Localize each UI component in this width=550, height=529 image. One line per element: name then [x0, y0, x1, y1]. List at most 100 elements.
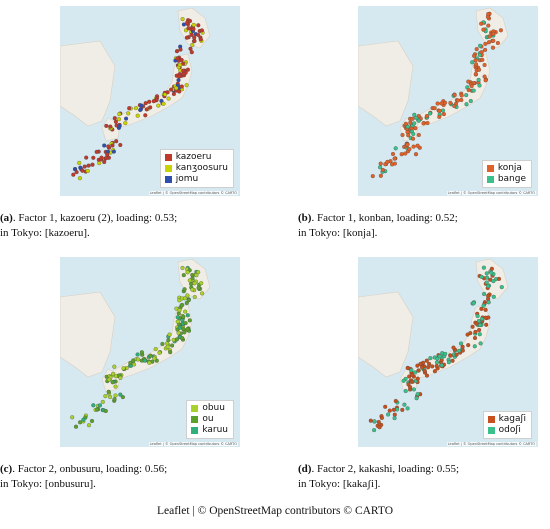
- survey-point: [187, 278, 192, 283]
- survey-point: [390, 151, 396, 157]
- survey-point: [124, 116, 129, 121]
- legend-item: obuu: [191, 403, 228, 414]
- survey-point: [86, 163, 91, 168]
- caption-line2: in Tokyo: [kazoeru].: [0, 227, 90, 239]
- map-panel-d[interactable]: kagaʃi odoʃi Leaflet | © OpenStreetMap c…: [358, 257, 538, 447]
- survey-point: [491, 279, 496, 284]
- survey-point: [176, 78, 181, 83]
- caption-line2: in Tokyo: [onbusuru].: [0, 478, 96, 490]
- korea-landmass: [60, 291, 116, 378]
- survey-point: [459, 93, 464, 98]
- survey-point: [84, 155, 89, 160]
- survey-point: [427, 361, 432, 366]
- map-attribution[interactable]: Leaflet | © OpenStreetMap contributors ©…: [148, 191, 238, 195]
- survey-point: [368, 418, 373, 423]
- survey-point: [393, 146, 398, 151]
- survey-point: [199, 28, 204, 33]
- survey-point: [474, 321, 479, 326]
- survey-point: [139, 350, 144, 355]
- survey-point: [179, 84, 184, 89]
- legend-label: kazoeru: [175, 152, 212, 162]
- survey-point: [108, 124, 113, 129]
- survey-point: [442, 100, 448, 105]
- survey-point: [473, 71, 478, 77]
- survey-point: [181, 314, 186, 319]
- survey-point: [484, 275, 490, 280]
- legend-swatch: [486, 176, 494, 183]
- survey-point: [90, 162, 95, 167]
- map-attribution[interactable]: Leaflet | © OpenStreetMap contributors ©…: [148, 442, 238, 446]
- map-attribution[interactable]: Leaflet | © OpenStreetMap contributors ©…: [446, 442, 536, 446]
- survey-point: [455, 98, 460, 103]
- survey-point: [486, 284, 491, 289]
- legend-item: bange: [486, 174, 526, 185]
- legend-label: karuu: [202, 425, 228, 435]
- map-attribution[interactable]: Leaflet | © OpenStreetMap contributors ©…: [446, 191, 536, 195]
- survey-point: [181, 273, 186, 278]
- map-panel-a[interactable]: kazoeru kanʒoosuru jomu Leaflet | © Open…: [60, 6, 240, 196]
- survey-point: [82, 164, 87, 169]
- survey-point: [147, 360, 152, 365]
- map-base-d: [358, 258, 509, 433]
- survey-point: [156, 103, 161, 108]
- survey-point: [489, 270, 494, 275]
- caption-line2: in Tokyo: [konja].: [298, 227, 378, 239]
- survey-point: [474, 47, 479, 52]
- survey-point: [133, 106, 138, 111]
- legend-item: jomu: [164, 174, 228, 185]
- survey-point: [386, 412, 391, 417]
- survey-point: [157, 350, 162, 355]
- survey-point: [85, 168, 90, 174]
- survey-point: [107, 377, 112, 382]
- survey-point: [408, 120, 413, 125]
- survey-point: [437, 354, 442, 359]
- survey-point: [188, 46, 193, 51]
- survey-point: [147, 99, 152, 104]
- survey-point: [415, 376, 420, 381]
- survey-point: [372, 419, 377, 424]
- legend-c: obuu ou karuu: [186, 400, 234, 439]
- survey-point: [71, 172, 76, 177]
- survey-point: [110, 143, 115, 148]
- survey-point: [168, 350, 173, 355]
- caption-letter: (d): [298, 463, 312, 475]
- survey-point: [434, 360, 440, 365]
- survey-point: [479, 306, 484, 311]
- survey-point: [476, 318, 481, 324]
- survey-point: [483, 315, 488, 320]
- survey-point: [103, 408, 108, 414]
- survey-point: [106, 144, 111, 149]
- survey-point: [403, 151, 408, 156]
- survey-point: [142, 358, 147, 363]
- legend-swatch: [164, 165, 172, 172]
- survey-point: [117, 112, 122, 117]
- map-panel-b[interactable]: konja bange Leaflet | © OpenStreetMap co…: [358, 6, 538, 196]
- survey-point: [399, 152, 404, 157]
- map-base-a: [60, 7, 211, 181]
- survey-point: [424, 373, 430, 378]
- legend-label: kanʒoosuru: [175, 163, 228, 173]
- map-panel-c[interactable]: obuu ou karuu Leaflet | © OpenStreetMap …: [60, 257, 240, 447]
- survey-point: [472, 53, 477, 58]
- survey-point: [187, 18, 193, 24]
- survey-point: [460, 344, 465, 349]
- hokkaido-landmass: [475, 7, 509, 49]
- survey-point: [143, 101, 148, 106]
- survey-point: [387, 408, 392, 413]
- map-base-b: [358, 7, 509, 179]
- survey-point: [472, 335, 478, 341]
- survey-point: [99, 155, 104, 160]
- legend-item: odoʃi: [487, 425, 526, 436]
- survey-point: [410, 372, 415, 377]
- survey-point: [70, 415, 75, 420]
- survey-point: [483, 47, 488, 52]
- survey-point: [474, 62, 479, 67]
- survey-point: [413, 152, 419, 157]
- legend-label: kagaʃi: [498, 414, 526, 424]
- survey-point: [175, 319, 180, 324]
- survey-point: [126, 111, 131, 116]
- survey-point: [106, 389, 111, 394]
- survey-point: [414, 115, 419, 120]
- legend-item: kanʒoosuru: [164, 163, 228, 174]
- korea-landmass: [358, 291, 414, 378]
